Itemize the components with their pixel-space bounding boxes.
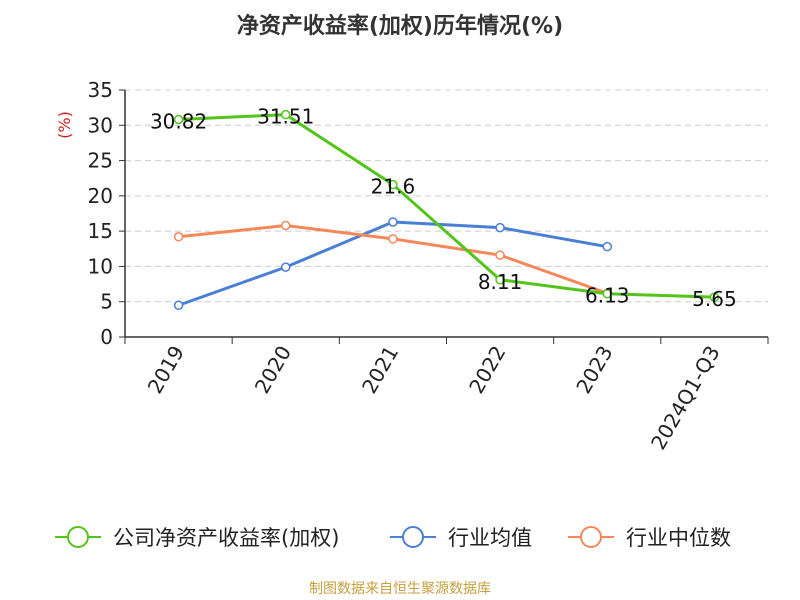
axis-layer: 0 5 10 15 20 25 30 35 2019 2020 2021 2022 2023 2024Q1…: [55, 78, 769, 454]
x-tick-label: 2021: [357, 342, 403, 398]
data-label: 21.6: [371, 175, 416, 199]
y-tick-label: 15: [88, 219, 113, 243]
y-tick-label: 30: [88, 113, 113, 137]
y-tick-label: 20: [88, 184, 113, 208]
data-point-1: [281, 262, 291, 272]
legend-marker: [580, 526, 602, 548]
x-tick-label: 2024Q1-Q3: [646, 342, 725, 454]
series-line-0: [177, 113, 716, 299]
y-tick-label: 0: [100, 325, 113, 349]
data-point-1: [495, 222, 505, 233]
data-point-0: [388, 179, 398, 190]
data-label: 8.11: [478, 270, 523, 294]
data-label: 31.51: [257, 105, 314, 129]
source-footer: 制图数据来自恒生聚源数据库: [309, 581, 491, 597]
data-point-1: [602, 241, 612, 252]
chart-title: 净资产收益率(加权)历年情况(%): [236, 14, 564, 39]
data-point-2: [173, 232, 184, 242]
legend-marker: [402, 526, 424, 548]
data-point-0: [602, 288, 612, 299]
x-tick-label: 2019: [143, 342, 189, 398]
legend-item-2[interactable]: 行业中位数: [568, 526, 731, 550]
x-tick-label: 2023: [571, 342, 617, 398]
legend-marker: [67, 526, 89, 548]
label-layer: 30.82 31.51 21.6 8.11 6.13 5.65: [150, 105, 737, 311]
legend-item-0[interactable]: 公司净资产收益率(加权): [55, 526, 339, 550]
data-point-0: [709, 292, 720, 302]
data-point-0: [173, 114, 184, 125]
data-point-1: [173, 300, 184, 310]
y-tick-label: 5: [100, 290, 113, 314]
x-tick-label: 2020: [250, 342, 296, 398]
data-label: 5.65: [692, 287, 737, 311]
legend-item-1[interactable]: 行业均值: [390, 526, 532, 550]
y-tick-label: 35: [88, 78, 113, 102]
data-point-2: [281, 220, 291, 231]
x-tick-label: 2022: [464, 342, 510, 398]
data-label: 6.13: [585, 284, 630, 308]
legend-label: 行业均值: [448, 526, 532, 550]
y-tick-label: 10: [88, 254, 113, 278]
series-layer: [173, 109, 720, 310]
data-point-2: [388, 234, 398, 244]
legend[interactable]: 公司净资产收益率(加权) 行业均值 行业中位数: [55, 526, 731, 550]
data-label: 30.82: [150, 109, 207, 133]
data-point-1: [388, 217, 398, 227]
data-point-0: [495, 275, 505, 285]
y-axis-label: (%): [55, 111, 74, 139]
legend-label: 行业中位数: [626, 526, 731, 550]
y-tick-label: 25: [88, 149, 113, 173]
data-point-2: [495, 250, 505, 260]
grid-layer: [125, 89, 768, 303]
data-point-0: [281, 109, 291, 120]
legend-label: 公司净资产收益率(加权): [113, 526, 339, 550]
